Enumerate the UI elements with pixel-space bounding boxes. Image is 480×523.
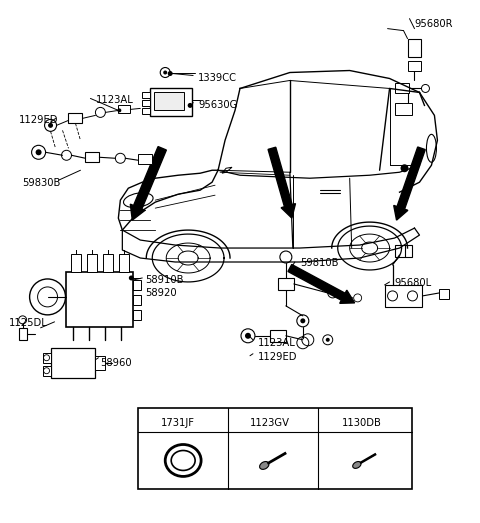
Text: 1123AL: 1123AL <box>258 338 296 348</box>
FancyBboxPatch shape <box>142 108 150 115</box>
Circle shape <box>168 71 173 76</box>
Circle shape <box>326 338 330 342</box>
Circle shape <box>163 71 167 74</box>
Circle shape <box>400 164 408 172</box>
Text: 58910B: 58910B <box>145 275 184 285</box>
Text: 95630G: 95630G <box>198 100 238 110</box>
Text: 1339CC: 1339CC <box>198 73 237 83</box>
Text: 1731JF: 1731JF <box>161 417 195 428</box>
FancyBboxPatch shape <box>133 280 141 290</box>
FancyBboxPatch shape <box>150 88 192 117</box>
FancyBboxPatch shape <box>270 330 286 342</box>
Circle shape <box>245 333 251 339</box>
FancyBboxPatch shape <box>50 348 96 378</box>
Text: 1123AL: 1123AL <box>96 95 133 106</box>
FancyBboxPatch shape <box>408 61 421 71</box>
FancyBboxPatch shape <box>142 100 150 106</box>
Circle shape <box>36 149 42 155</box>
Ellipse shape <box>171 450 195 471</box>
Ellipse shape <box>353 461 361 469</box>
FancyBboxPatch shape <box>138 407 411 490</box>
FancyBboxPatch shape <box>72 254 82 272</box>
FancyArrow shape <box>394 147 425 220</box>
FancyArrow shape <box>268 147 296 218</box>
FancyBboxPatch shape <box>138 154 152 164</box>
FancyBboxPatch shape <box>278 278 294 290</box>
Text: 1129ED: 1129ED <box>19 116 58 126</box>
Text: 59810B: 59810B <box>300 258 338 268</box>
Text: 1129ED: 1129ED <box>258 352 298 362</box>
Circle shape <box>117 108 121 112</box>
FancyBboxPatch shape <box>133 310 141 320</box>
Text: 95680R: 95680R <box>415 19 453 29</box>
FancyBboxPatch shape <box>43 366 50 376</box>
FancyBboxPatch shape <box>19 328 26 340</box>
Text: 1125DL: 1125DL <box>9 318 48 328</box>
FancyBboxPatch shape <box>408 39 421 56</box>
Circle shape <box>48 123 53 128</box>
FancyBboxPatch shape <box>119 106 130 113</box>
FancyBboxPatch shape <box>395 84 408 94</box>
FancyBboxPatch shape <box>395 104 412 116</box>
Circle shape <box>300 319 305 323</box>
Text: 95680L: 95680L <box>395 278 432 288</box>
Text: 1123GV: 1123GV <box>250 417 290 428</box>
FancyBboxPatch shape <box>103 254 113 272</box>
FancyBboxPatch shape <box>120 254 129 272</box>
Polygon shape <box>222 167 232 173</box>
Text: 58920: 58920 <box>145 288 177 298</box>
FancyBboxPatch shape <box>85 152 99 162</box>
Circle shape <box>129 276 134 280</box>
Circle shape <box>188 103 192 108</box>
FancyBboxPatch shape <box>154 93 184 110</box>
FancyBboxPatch shape <box>43 353 50 363</box>
Text: 1130DB: 1130DB <box>342 417 382 428</box>
FancyBboxPatch shape <box>439 289 449 299</box>
FancyBboxPatch shape <box>69 113 83 123</box>
Text: 58960: 58960 <box>100 358 132 368</box>
FancyArrow shape <box>288 265 355 303</box>
FancyBboxPatch shape <box>384 285 422 307</box>
FancyArrow shape <box>130 146 167 220</box>
Ellipse shape <box>260 461 269 469</box>
FancyBboxPatch shape <box>133 295 141 305</box>
FancyBboxPatch shape <box>395 245 412 257</box>
Text: 59830B: 59830B <box>23 178 61 188</box>
FancyBboxPatch shape <box>65 272 133 327</box>
FancyBboxPatch shape <box>142 93 150 98</box>
FancyBboxPatch shape <box>96 356 106 370</box>
FancyBboxPatch shape <box>87 254 97 272</box>
